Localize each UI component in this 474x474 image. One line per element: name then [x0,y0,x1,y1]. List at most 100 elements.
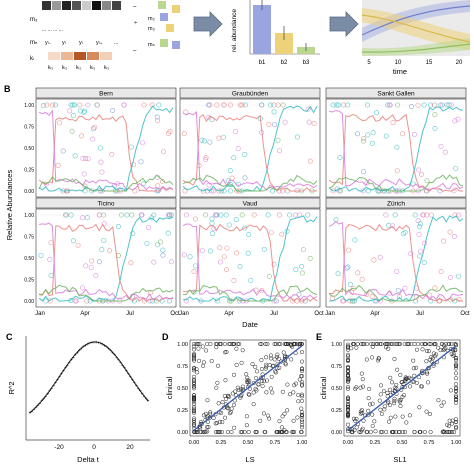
facet-strip [179,197,321,209]
facet-point [77,102,83,108]
panelE-point [453,417,459,422]
facet-point [268,102,274,108]
panelD-point [289,357,294,362]
panelD-point [191,410,197,415]
facet-point [377,188,383,194]
panelD-point [244,423,249,428]
sequence-y: yₗ₋ yₗ yₗ yₗ₊ ... [45,40,119,46]
sequence-k: kₗ₂ kₗ₂ kₗ₂ kₗ₂ kₗ₂ [48,65,109,71]
panelD-point [244,372,249,377]
panelE-point [359,371,364,376]
seq-k-3: kₗ₂ [90,65,95,71]
facet-point [416,232,422,238]
r2-point: + [72,355,75,361]
r2-point: + [119,360,122,366]
r2-point: + [74,353,77,359]
panelD-point [200,363,206,368]
panelE-point [366,408,371,413]
facet-point [259,102,265,108]
panelD-point [282,341,287,347]
panel-c-xtick-0: -20 [54,444,64,451]
facet-point [94,102,100,108]
facet-point [424,178,430,184]
bar-ylabel: rel. abundance [231,9,238,52]
facet-ytick: 0.00 [24,299,34,305]
panelE-point [364,429,369,435]
panelE-point [432,341,437,347]
panelE-point [442,429,447,435]
r2-point: + [131,377,134,383]
panelE-point [429,359,434,364]
facet-point [271,109,277,115]
panelD-fit-line [193,345,303,431]
panelD-point [230,341,235,347]
panelD-point [194,429,199,435]
panelD-point [196,346,201,351]
panelE-point [453,386,459,391]
facet-point [390,120,396,126]
facet-ytick: 0.75 [24,125,34,131]
panelE-point [358,409,363,414]
flow-arrow-2 [329,11,359,37]
panelE-point [397,429,402,435]
panelD-point [203,411,208,416]
panelE-point [370,401,375,406]
panel-c-xlabel: Delta t [77,455,100,464]
panelD-point [284,354,290,360]
panelD-point [246,429,251,435]
panelD-point [191,384,197,389]
facet-point [183,298,189,304]
panelD-point [299,410,305,415]
facet-ytick: 1.00 [24,103,34,109]
facet-point [421,260,427,266]
facet-title: Vaud [243,201,258,208]
panelE-point [366,396,371,401]
r2-point: + [111,350,114,356]
facet-point [221,102,227,108]
lineage-curve [38,174,174,192]
facet-point [335,271,341,277]
facet-xtick: Jul [416,311,424,317]
r2-point: + [117,357,120,363]
facet-point [273,298,279,304]
facet-point [360,138,366,144]
facet-point [432,102,438,108]
panelE-point [349,429,354,435]
facet-point [147,298,153,304]
facet-point [69,128,75,134]
facet-point [417,224,423,230]
facet-point [166,130,172,136]
seq-k-0: kₗ₂ [48,65,53,71]
facet-xtick: Apr [224,311,233,317]
panelD-point [296,392,301,398]
panelE-point [422,429,427,435]
panelE-point [347,426,352,431]
facet-point [131,162,137,168]
panelE-point [425,371,430,376]
panelD-point [191,374,197,379]
panelE-point [440,429,445,435]
panelE-point [419,370,424,375]
panelD-point [258,341,263,347]
facet-point [90,126,96,132]
panelD-point [240,348,245,353]
facet-point [187,254,193,260]
panelD-point [225,429,230,435]
panelD-point [299,422,305,427]
panelD-point [277,365,282,370]
r2-point: + [95,340,98,346]
panel-a-schematic: m₃ ... ... ... ... mₙ yₗ₋ yₗ yₗ yₗ₊ ... … [30,0,471,76]
panelE-point [354,345,359,350]
panelD-point [276,429,281,435]
panelD-point [223,397,229,402]
facet-point [206,102,212,108]
panelD-point [191,352,197,358]
facet-point [442,149,448,155]
panelE-point [369,355,374,360]
lineage-curve [182,285,318,302]
facet-point [155,118,161,124]
facet-point [402,285,408,291]
panelD-point [203,348,209,353]
panelE-point [386,419,392,424]
facet-point [214,298,220,304]
